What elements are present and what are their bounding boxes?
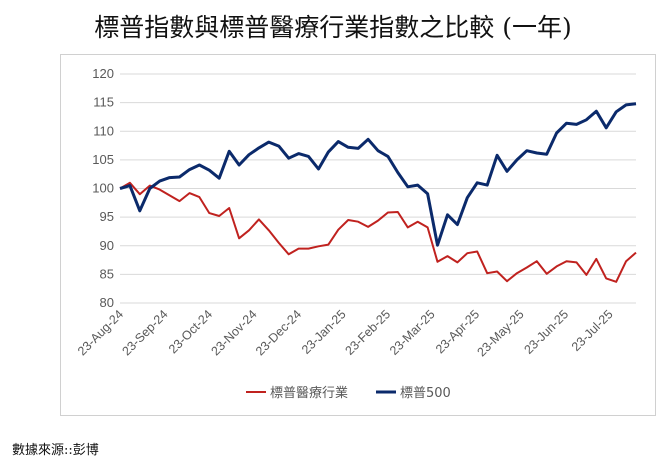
y-tick-label: 115 bbox=[93, 95, 114, 110]
y-tick-label: 80 bbox=[100, 295, 114, 310]
x-tick-label: 23-Feb-25 bbox=[342, 307, 393, 358]
x-tick-label: 23-Nov-24 bbox=[208, 307, 259, 358]
x-tick-label: 23-Aug-24 bbox=[75, 307, 126, 358]
series-line-sp500 bbox=[119, 102, 637, 247]
source-note: 數據來源::彭博 bbox=[12, 443, 99, 458]
x-tick-label: 23-Jun-25 bbox=[521, 307, 571, 357]
series-line-healthcare bbox=[119, 181, 637, 283]
legend-label: 標普500 bbox=[400, 386, 451, 401]
x-tick-label: 23-Jul-25 bbox=[569, 307, 616, 354]
y-tick-label: 95 bbox=[100, 209, 114, 224]
x-tick-label: 23-May-25 bbox=[474, 307, 526, 359]
x-tick-label: 23-Mar-25 bbox=[387, 307, 438, 358]
y-tick-label: 90 bbox=[100, 238, 114, 253]
y-tick-label: 105 bbox=[92, 152, 114, 167]
chart-title: 標普指數與標普醫療行業指數之比較 (一年) bbox=[94, 13, 572, 42]
x-tick-label: 23-Sep-24 bbox=[119, 307, 170, 358]
x-tick-label: 23-Jan-25 bbox=[299, 307, 349, 357]
y-tick-label: 85 bbox=[100, 266, 114, 281]
y-tick-label: 110 bbox=[93, 123, 114, 138]
chart-frame bbox=[60, 54, 656, 416]
y-tick-label: 120 bbox=[92, 66, 114, 81]
y-tick-label: 100 bbox=[92, 181, 114, 196]
legend-label: 標普醫療行業 bbox=[270, 385, 348, 401]
x-tick-label: 23-Dec-24 bbox=[253, 307, 304, 358]
